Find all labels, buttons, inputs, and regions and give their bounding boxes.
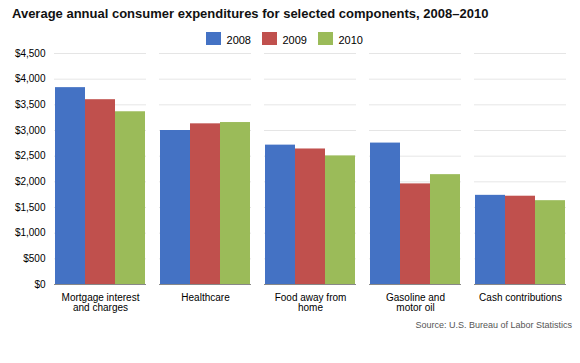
html-text:2010: 2010: [338, 33, 363, 46]
svg-text:Food away fromhome: Food away fromhome: [275, 292, 347, 313]
svg-text:$2,000: $2,000: [15, 176, 46, 187]
svg-text:$3,000: $3,000: [15, 125, 46, 136]
svg-text:$1,000: $1,000: [15, 227, 46, 238]
svg-text:$1,500: $1,500: [15, 202, 46, 213]
svg-text:$0: $0: [34, 279, 46, 290]
svg-text:$500: $500: [23, 253, 46, 264]
svg-text:$4,500: $4,500: [15, 48, 46, 59]
svg-text:$4,000: $4,000: [15, 73, 46, 84]
html-text:2008: 2008: [226, 33, 251, 46]
html-text:Source: U.S. Bureau of Labor S: Source: U.S. Bureau of Labor Statistics: [415, 320, 572, 330]
svg-text:Gasoline andmotor oil: Gasoline andmotor oil: [386, 292, 445, 313]
html-text:2009: 2009: [282, 33, 307, 46]
svg-text:Mortgage interestand charges: Mortgage interestand charges: [62, 292, 140, 313]
svg-text:Cash contributions: Cash contributions: [479, 292, 562, 303]
html-text:Average annual consumer expend: Average annual consumer expenditures for…: [12, 6, 489, 21]
svg-text:$2,500: $2,500: [15, 150, 46, 161]
svg-text:Healthcare: Healthcare: [181, 292, 230, 303]
svg-text:$3,500: $3,500: [15, 99, 46, 110]
